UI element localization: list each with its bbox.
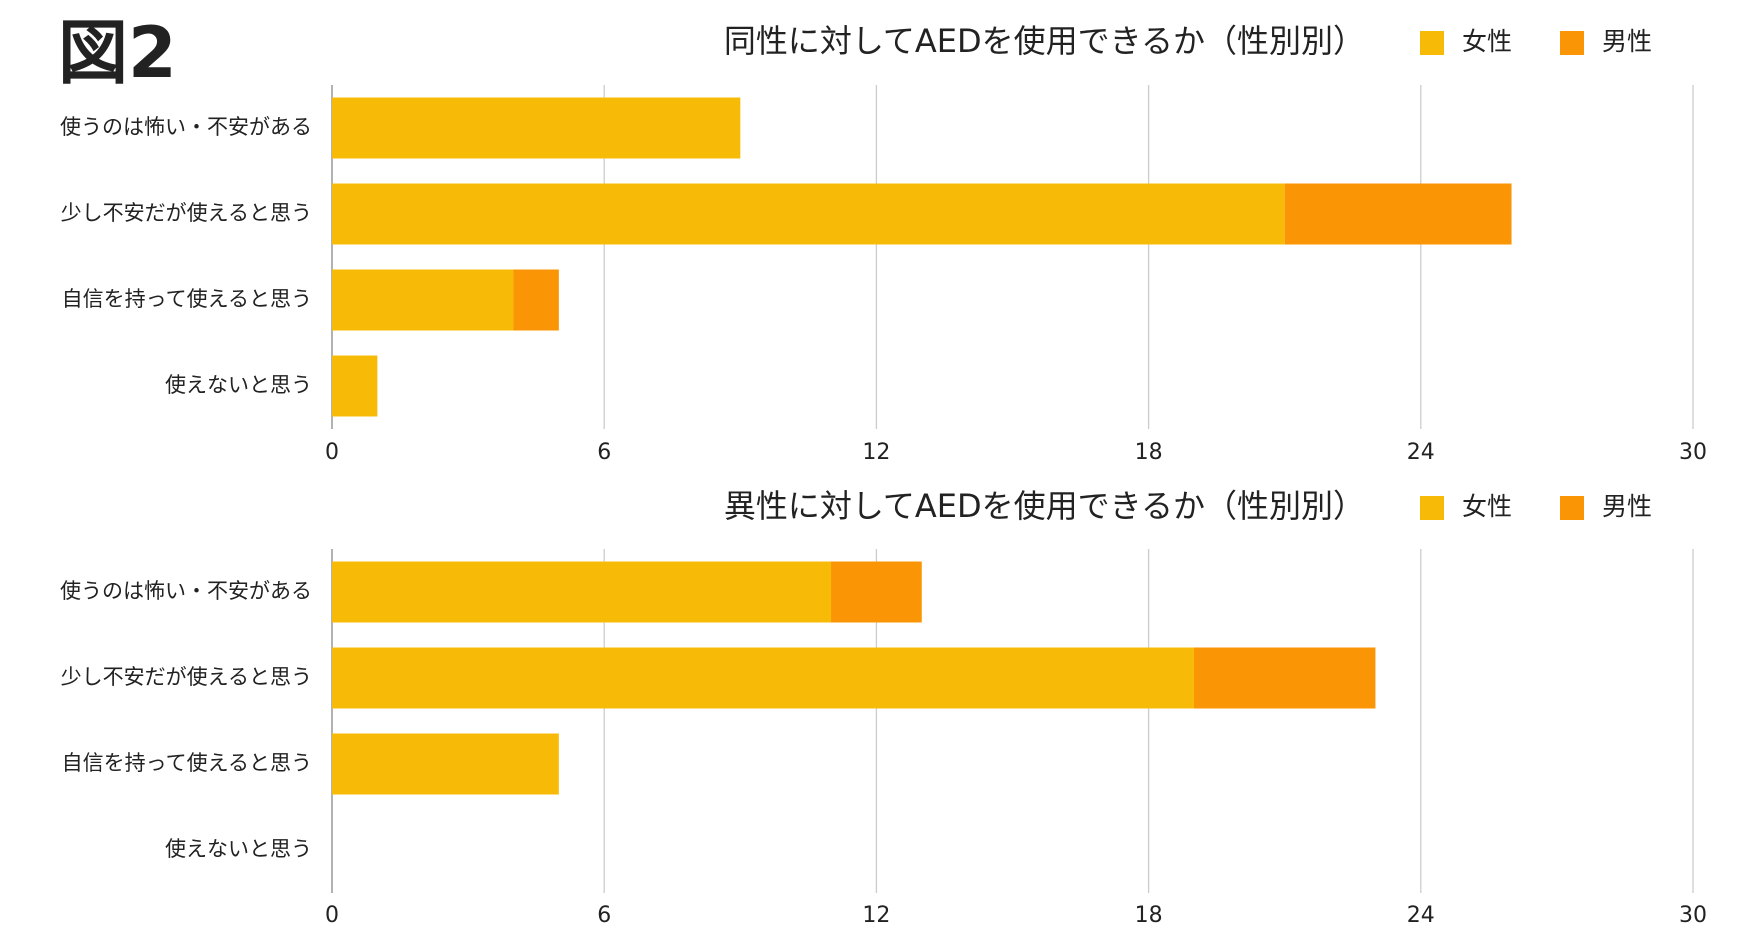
x-tick-label: 24 [1407,903,1435,928]
bar-segment [1284,183,1512,245]
bar-segment [332,355,378,417]
bar-segment [332,269,514,331]
legend-label: 男性 [1602,492,1652,521]
legend-swatch [1420,31,1444,55]
legend-label: 女性 [1462,27,1512,56]
x-tick-label: 18 [1135,440,1163,465]
figure-label: 図2 [58,12,177,94]
x-tick-label: 6 [597,440,611,465]
bar-segment [831,561,922,623]
chart-title: 同性に対してAEDを使用できるか（性別別） [724,22,1365,60]
x-tick-label: 12 [862,440,890,465]
y-tick-label: 使えないと思う [165,373,312,397]
x-tick-label: 0 [325,440,339,465]
bar-segment [332,561,832,623]
y-tick-label: 使うのは怖い・不安がある [60,579,312,603]
bar-segment [332,97,741,159]
legend-label: 男性 [1602,27,1652,56]
legend-label: 女性 [1462,492,1512,521]
x-tick-label: 30 [1679,440,1707,465]
x-tick-label: 30 [1679,903,1707,928]
legend-swatch [1420,496,1444,520]
y-tick-label: 自信を持って使えると思う [62,287,312,311]
x-tick-label: 24 [1407,440,1435,465]
legend-swatch [1560,31,1584,55]
y-tick-label: 使えないと思う [165,837,312,861]
y-tick-label: 使うのは怖い・不安がある [60,115,312,139]
y-tick-label: 少し不安だが使えると思う [61,201,312,225]
y-tick-label: 少し不安だが使えると思う [61,665,312,689]
x-tick-label: 6 [597,903,611,928]
legend-swatch [1560,496,1584,520]
y-tick-label: 自信を持って使えると思う [62,751,312,775]
chart-title: 異性に対してAEDを使用できるか（性別別） [724,487,1365,525]
x-tick-label: 12 [862,903,890,928]
x-tick-label: 18 [1135,903,1163,928]
bar-segment [513,269,559,331]
bar-segment [332,647,1194,709]
bar-segment [332,183,1285,245]
bar-segment [1193,647,1376,709]
x-tick-label: 0 [325,903,339,928]
bar-segment [332,733,559,795]
